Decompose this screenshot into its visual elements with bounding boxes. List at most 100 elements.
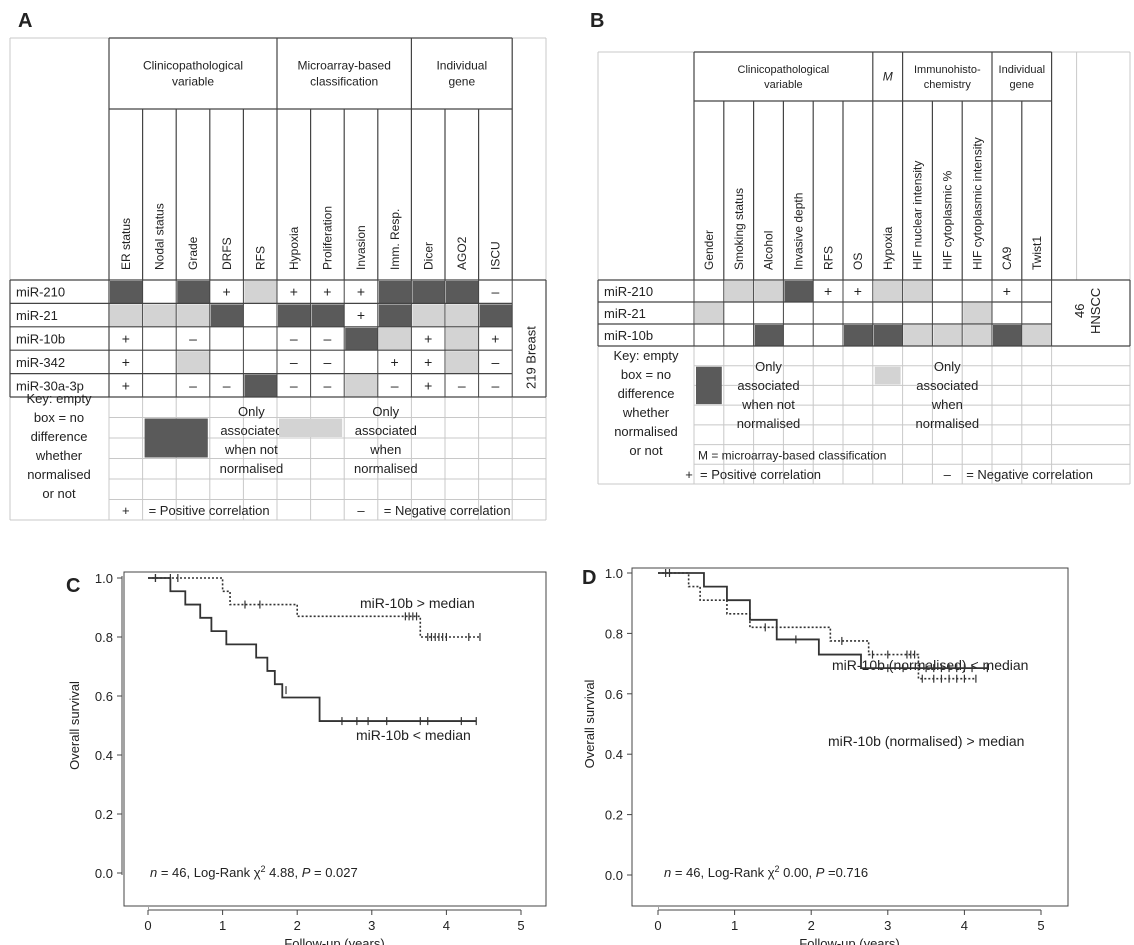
cell-sign: + xyxy=(122,377,130,393)
annotation-part: 0.00, xyxy=(780,865,816,880)
series-label-2: miR-10b < median xyxy=(356,727,471,743)
cell-sign: + xyxy=(290,284,298,300)
legend-swatch-light xyxy=(874,366,901,385)
group-header-1-line: variable xyxy=(764,79,803,91)
group-header-2: M xyxy=(883,70,893,84)
cell-dark xyxy=(784,281,814,302)
column-header: RFS xyxy=(821,246,835,270)
panel-d: D 0.0 0.2 0.4 0.6 0.8 1.0 0 1 2 3 4 5 Follow-up (year… xyxy=(582,566,1069,945)
y-tick-label: 0.6 xyxy=(605,687,623,702)
cell-sign: – xyxy=(189,331,197,347)
legend-swatch-dark xyxy=(696,366,722,405)
column-header: Dicer xyxy=(421,242,435,270)
key-text-line: difference xyxy=(618,386,675,401)
km-curve-1 xyxy=(148,577,480,638)
cell-sign: – xyxy=(492,284,500,300)
cell-sign: + xyxy=(424,331,432,347)
cell-light xyxy=(963,303,992,324)
key-plus: + xyxy=(122,503,130,518)
legend-label-not-normalised-line: Only xyxy=(238,404,265,419)
y-tick-label: 0.8 xyxy=(95,630,113,645)
column-header: Gender xyxy=(702,230,716,270)
column-header: DRFS xyxy=(220,237,234,270)
column-header: OS xyxy=(851,253,865,270)
stats-annotation: n = 46, Log-Rank χ2 4.88, P = 0.027 xyxy=(150,864,358,880)
series-label-1: miR-10b > median xyxy=(360,595,475,611)
group-header-3: Individual gene xyxy=(436,59,487,89)
key-text-line: box = no xyxy=(621,367,671,382)
stats-annotation: n = 46, Log-Rank χ2 0.00, P =0.716 xyxy=(664,864,868,880)
annotation-part: 2 xyxy=(261,864,266,874)
key-positive: = Positive correlation xyxy=(149,503,270,518)
cell-dark xyxy=(278,304,311,327)
column-header: Imm. Resp. xyxy=(388,209,402,270)
cell-sign: + xyxy=(357,284,365,300)
y-axis-label: Overall survival xyxy=(582,679,597,768)
x-tick-label: 5 xyxy=(517,918,524,933)
series-label-2: miR-10b (normalised) > median xyxy=(828,733,1024,749)
x-axis-label: Follow-up (years) xyxy=(284,936,384,945)
cell-sign: + xyxy=(424,377,432,393)
cell-dark xyxy=(378,281,412,304)
cell-sign: + xyxy=(854,283,862,299)
cell-light xyxy=(244,281,277,304)
group-header-3-line: chemistry xyxy=(924,79,972,91)
group-header-2: Microarray-based classification xyxy=(298,59,391,89)
cell-light xyxy=(903,281,933,302)
group-header-3-line: Individual xyxy=(436,59,487,73)
y-tick-label: 0.0 xyxy=(95,866,113,881)
row-label: miR-21 xyxy=(16,308,58,323)
cell-sign: + xyxy=(424,354,432,370)
legend-label-normalised-line: when xyxy=(931,397,963,412)
cell-light xyxy=(110,304,143,327)
legend-label-normalised: Only associated when normalised xyxy=(916,359,980,431)
row-label: miR-10b xyxy=(16,332,65,347)
annotation-part: = 0.027 xyxy=(310,865,357,880)
annotation-part: 4.88, xyxy=(266,865,302,880)
key-negative: = Negative correlation xyxy=(966,467,1093,482)
cell-sign: + xyxy=(391,354,399,370)
plot-frame xyxy=(123,571,547,907)
legend-label-normalised-line: Only xyxy=(934,359,961,374)
panel-label-b: B xyxy=(590,10,604,32)
x-tick-label: 3 xyxy=(884,918,891,933)
legend-label-not-normalised-line: Only xyxy=(755,359,782,374)
cell-sign: – xyxy=(223,377,231,393)
cell-dark xyxy=(378,304,412,327)
annotation-part: =0.716 xyxy=(824,865,868,880)
column-header: Smoking status xyxy=(732,188,746,270)
y-tick-label: 0.4 xyxy=(605,747,623,762)
key-text: Key: empty box = no difference whether norma… xyxy=(613,348,679,458)
y-axis-label: Overall survival xyxy=(67,681,82,770)
cell-light xyxy=(446,351,479,374)
column-header: Twist1 xyxy=(1030,236,1044,270)
x-tick-label: 5 xyxy=(1037,918,1044,933)
column-header: Invasive depth xyxy=(792,193,806,270)
cell-light xyxy=(177,351,210,374)
annotation-part: P xyxy=(816,865,825,880)
cell-light xyxy=(1022,325,1052,346)
cell-sign: + xyxy=(323,284,331,300)
cell-light xyxy=(446,327,479,351)
legend-label-normalised: Only associated when normalised xyxy=(354,404,418,476)
cell-dark xyxy=(345,327,378,351)
key-text-line: normalised xyxy=(27,467,91,482)
key-text-line: Key: empty xyxy=(613,348,679,363)
cell-light xyxy=(446,304,479,327)
cell-sign: – xyxy=(492,354,500,370)
x-axis-label: Follow-up (years) xyxy=(799,936,899,945)
legend-label-normalised-line: when xyxy=(369,442,401,457)
group-header-2-line: Microarray-based xyxy=(298,59,391,73)
cell-sign: – xyxy=(458,377,466,393)
row-label: miR-21 xyxy=(604,306,646,321)
column-header: AGO2 xyxy=(455,236,469,270)
panel-label-c: C xyxy=(66,575,80,597)
x-tick-label: 0 xyxy=(144,918,151,933)
column-header: HIF cytoplasmic intensity xyxy=(970,137,984,270)
column-header: Hypoxia xyxy=(881,226,895,270)
column-header: HIF cytoplasmic % xyxy=(941,170,955,270)
legend-label-normalised-line: Only xyxy=(372,404,399,419)
cell-sign: – xyxy=(391,377,399,393)
key-plus: + xyxy=(685,467,693,482)
